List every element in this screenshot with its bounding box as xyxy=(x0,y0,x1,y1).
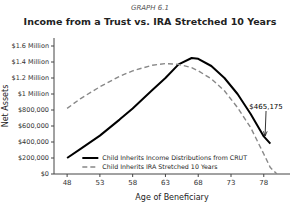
x-tick xyxy=(67,174,68,177)
x-tick-label: 58 xyxy=(128,179,137,187)
x-tick-label: 53 xyxy=(95,179,104,187)
series-line xyxy=(67,58,270,158)
x-tick-label: 48 xyxy=(63,179,72,187)
y-tick xyxy=(51,46,54,47)
y-tick xyxy=(51,142,54,143)
x-axis-line xyxy=(54,174,290,175)
legend-swatch xyxy=(82,166,98,167)
x-tick xyxy=(198,174,199,177)
x-tick xyxy=(132,174,133,177)
x-tick xyxy=(231,174,232,177)
plot-area xyxy=(67,58,277,174)
y-tick-label: $1 Million xyxy=(18,90,49,98)
x-tick-label: 68 xyxy=(194,179,203,187)
subtitle: GRAPH 6.1 xyxy=(131,4,169,12)
legend-label: Child Inherits Income Distributions from… xyxy=(102,154,247,161)
title: Income from a Trust vs. IRA Stretched 10… xyxy=(24,16,277,27)
y-axis-label: Net Assets xyxy=(1,85,10,128)
x-tick-label: 73 xyxy=(227,179,236,187)
y-tick xyxy=(51,94,54,95)
y-tick-label: $200,000 xyxy=(18,154,49,162)
y-tick xyxy=(51,126,54,127)
y-tick xyxy=(51,110,54,111)
legend-swatch xyxy=(82,157,98,159)
chart: GRAPH 6.1 Income from a Trust vs. IRA Str… xyxy=(0,0,300,204)
y-tick-label: $600,000 xyxy=(18,122,49,130)
annotation-arrow xyxy=(265,111,267,136)
y-tick xyxy=(51,158,54,159)
x-tick-label: 78 xyxy=(259,179,268,187)
x-tick xyxy=(263,174,264,177)
legend-label: Child Inherits IRA Stretched 10 Years xyxy=(102,163,217,170)
x-tick xyxy=(99,174,100,177)
series-line xyxy=(67,64,277,174)
x-tick-label: 63 xyxy=(161,179,170,187)
x-axis-label: Age of Beneficiary xyxy=(135,193,209,202)
annotation-text: $465,175 xyxy=(249,103,282,111)
legend: Child Inherits Income Distributions from… xyxy=(82,154,247,170)
y-axis-line xyxy=(54,38,55,174)
x-tick xyxy=(165,174,166,177)
y-tick-label: $1.4 Million xyxy=(12,58,49,66)
y-tick-label: $1.6 Million xyxy=(12,42,49,50)
y-tick xyxy=(51,174,54,175)
y-tick-label: $0 xyxy=(41,170,49,178)
y-tick-label: $400,000 xyxy=(18,138,49,146)
y-tick xyxy=(51,78,54,79)
y-tick-label: $1.2 Million xyxy=(12,74,49,82)
y-tick-label: $800,000 xyxy=(18,106,49,114)
y-tick xyxy=(51,62,54,63)
